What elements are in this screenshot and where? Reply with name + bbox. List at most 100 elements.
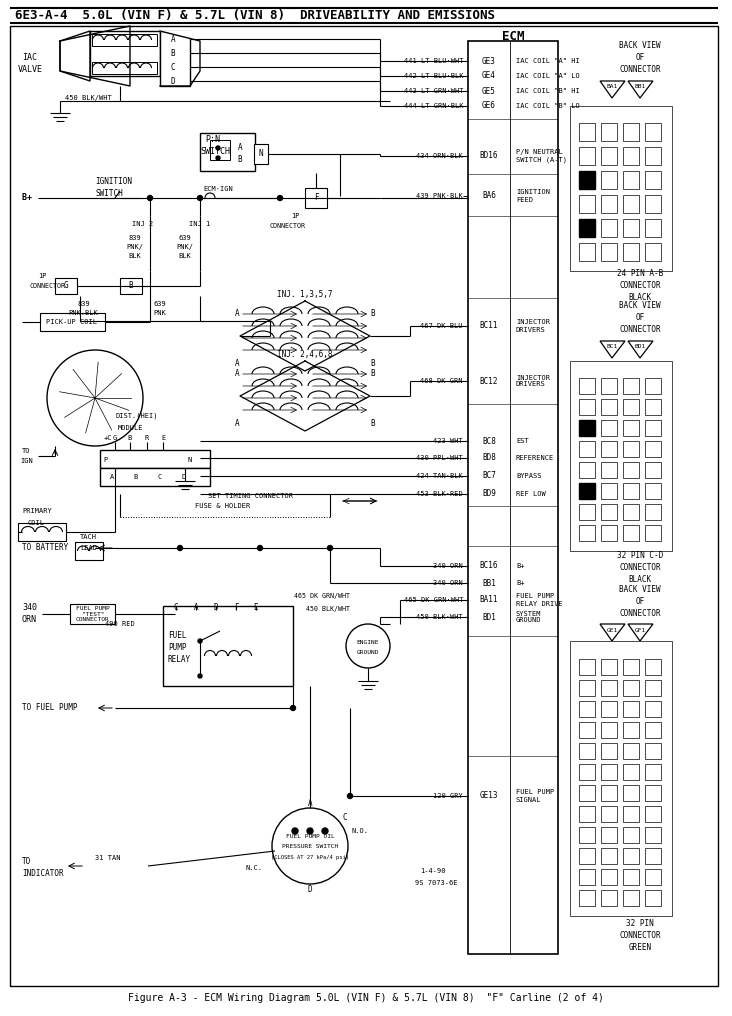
Text: GROUND: GROUND <box>356 650 379 655</box>
Bar <box>645 869 661 885</box>
Text: TO BATTERY: TO BATTERY <box>22 544 68 553</box>
Bar <box>579 378 595 394</box>
Text: B: B <box>370 360 376 369</box>
Text: GE1: GE1 <box>606 628 618 633</box>
Text: REF LOW: REF LOW <box>516 491 546 497</box>
Circle shape <box>198 195 203 200</box>
Text: (CLOSES AT 27 kPa/4 psi): (CLOSES AT 27 kPa/4 psi) <box>271 855 349 861</box>
Text: B: B <box>370 310 376 318</box>
Bar <box>601 243 617 261</box>
Text: 453 BLK·RED: 453 BLK·RED <box>417 491 463 497</box>
Bar <box>579 504 595 520</box>
Text: IAC COIL "B" HI: IAC COIL "B" HI <box>516 88 580 94</box>
Polygon shape <box>60 31 90 81</box>
Bar <box>623 219 639 237</box>
Bar <box>623 869 639 885</box>
Text: CONNECTOR: CONNECTOR <box>619 610 661 619</box>
Text: 32 PIN: 32 PIN <box>626 919 654 929</box>
Text: SWITCH: SWITCH <box>95 189 123 197</box>
Text: ORN: ORN <box>22 616 37 625</box>
Bar <box>579 462 595 478</box>
Text: PNK/: PNK/ <box>127 244 143 250</box>
Text: SWITCH: SWITCH <box>200 147 230 156</box>
Text: B: B <box>128 435 132 441</box>
Bar <box>92 62 157 74</box>
Circle shape <box>322 828 328 834</box>
Bar <box>579 483 595 499</box>
Text: FUEL PUMP
SIGNAL: FUEL PUMP SIGNAL <box>516 789 554 803</box>
Text: BA6: BA6 <box>482 191 496 200</box>
Text: R: R <box>145 435 149 441</box>
Text: A: A <box>171 35 175 44</box>
Text: INJECTOR
DRIVERS: INJECTOR DRIVERS <box>516 375 550 387</box>
Bar <box>200 133 255 171</box>
Bar <box>645 701 661 717</box>
Text: GREEN: GREEN <box>629 944 651 953</box>
Bar <box>579 680 595 696</box>
Text: B+: B+ <box>516 563 525 569</box>
Text: 467 DK BLU: 467 DK BLU <box>420 323 463 329</box>
Text: 450 BLK/WHT: 450 BLK/WHT <box>65 96 112 101</box>
Circle shape <box>327 546 332 551</box>
Text: CONNECTOR: CONNECTOR <box>619 932 661 941</box>
Text: P: P <box>103 457 107 463</box>
Text: CONNECTOR: CONNECTOR <box>619 564 661 572</box>
Text: D: D <box>307 885 313 893</box>
Bar <box>645 243 661 261</box>
Text: B+: B+ <box>516 580 525 586</box>
Text: GE3: GE3 <box>482 57 496 65</box>
Bar <box>579 195 595 213</box>
Text: B: B <box>238 155 242 165</box>
Text: 1-4-90: 1-4-90 <box>420 868 446 874</box>
Circle shape <box>177 546 182 551</box>
Text: 424 TAN·BLK: 424 TAN·BLK <box>417 473 463 479</box>
Bar <box>579 659 595 675</box>
Text: 340 ORN: 340 ORN <box>433 563 463 569</box>
Text: BA11: BA11 <box>479 595 498 605</box>
Bar <box>645 848 661 864</box>
Text: A: A <box>110 474 114 480</box>
Bar <box>601 378 617 394</box>
Text: BD9: BD9 <box>482 490 496 499</box>
Bar <box>55 278 77 294</box>
Text: IAC COIL "A" LO: IAC COIL "A" LO <box>516 73 580 79</box>
Text: 1P: 1P <box>38 273 47 279</box>
Bar <box>601 848 617 864</box>
Text: FUEL PUMP OIL: FUEL PUMP OIL <box>285 833 335 838</box>
Bar <box>601 785 617 801</box>
Text: REFERENCE: REFERENCE <box>516 455 554 461</box>
Bar <box>623 525 639 541</box>
Bar <box>623 680 639 696</box>
Bar <box>601 420 617 436</box>
Text: BC7: BC7 <box>482 471 496 481</box>
Circle shape <box>148 195 152 200</box>
Text: 450 BLK/WHT: 450 BLK/WHT <box>306 606 350 612</box>
Text: B: B <box>134 474 138 480</box>
Bar <box>18 523 66 541</box>
Bar <box>601 701 617 717</box>
Text: BC16: BC16 <box>479 562 498 571</box>
Bar <box>601 219 617 237</box>
Text: A: A <box>307 799 313 808</box>
Bar <box>601 764 617 780</box>
Bar <box>579 764 595 780</box>
Circle shape <box>277 195 283 200</box>
Bar <box>623 462 639 478</box>
Text: E: E <box>254 604 258 613</box>
Text: PNK/: PNK/ <box>176 244 193 250</box>
Bar <box>645 659 661 675</box>
Bar <box>623 827 639 843</box>
Text: CONNECTOR: CONNECTOR <box>619 325 661 334</box>
Text: 639: 639 <box>179 235 191 241</box>
Text: MODULE: MODULE <box>118 425 143 431</box>
Bar <box>579 399 595 415</box>
Bar <box>579 890 595 906</box>
Bar <box>601 171 617 189</box>
Bar <box>305 188 327 208</box>
Bar <box>623 785 639 801</box>
Text: LEAD: LEAD <box>80 545 97 551</box>
Text: D: D <box>182 474 186 480</box>
Text: IAC: IAC <box>23 54 37 63</box>
Text: 441 LT BLU·WHT: 441 LT BLU·WHT <box>403 58 463 64</box>
Text: CONNECTOR: CONNECTOR <box>619 281 661 291</box>
